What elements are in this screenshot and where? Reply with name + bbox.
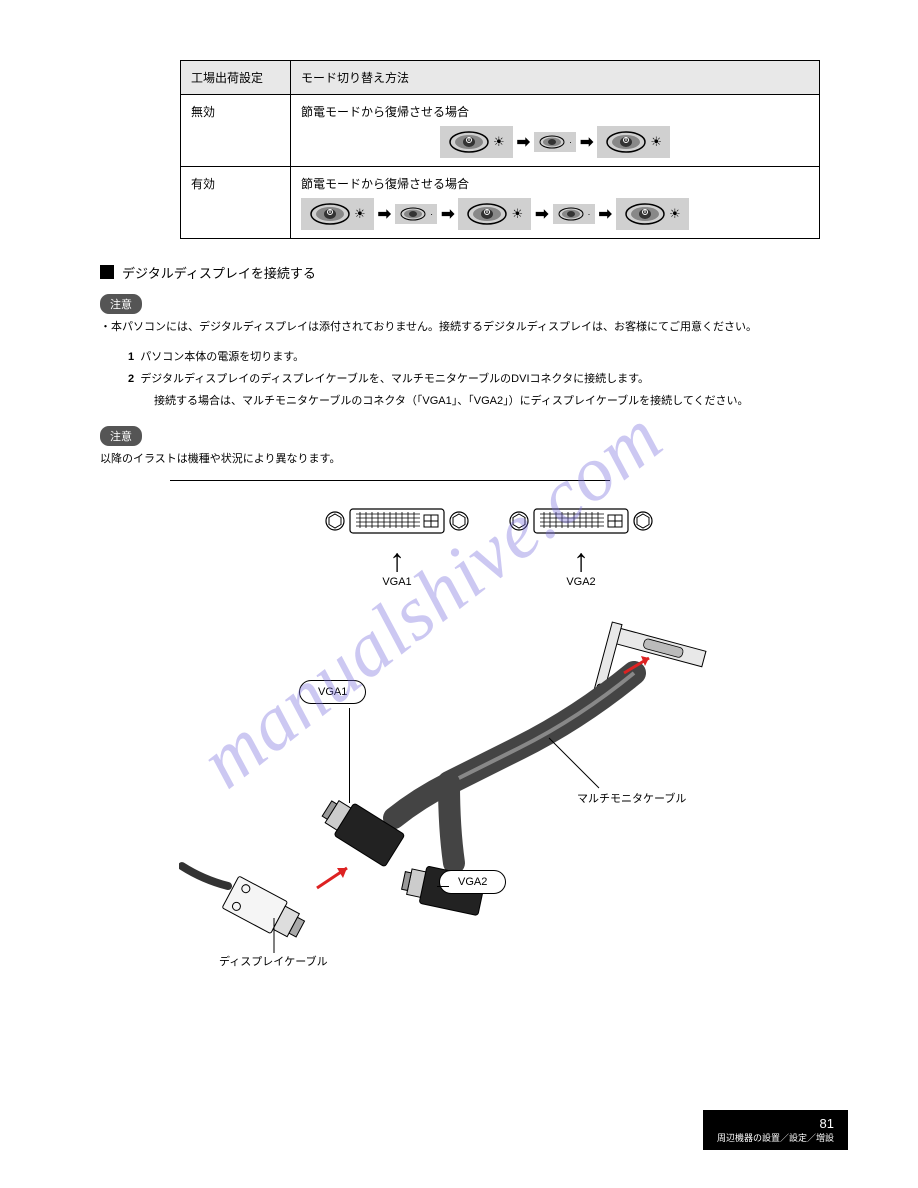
section-marker-icon — [100, 265, 114, 279]
power-button-on: ☀ — [440, 126, 513, 158]
power-eye-icon — [399, 207, 427, 221]
arrow-icon: ➡ — [441, 204, 454, 224]
flow-sequence: ☀ ➡ · ➡ ☀ — [301, 126, 809, 158]
power-eye-icon — [448, 131, 490, 153]
table-cell-flow2: 節電モードから復帰させる場合 ☀ ➡ · ➡ ☀ — [291, 167, 820, 239]
cable-diagram-svg — [179, 618, 739, 958]
arrow-icon: ➡ — [378, 204, 391, 224]
section-heading: デジタルディスプレイを接続する — [100, 263, 818, 282]
dot-icon: · — [588, 209, 591, 219]
step-2: 2 デジタルディスプレイのディスプレイケーブルを、マルチモニタケーブルのDVIコ… — [128, 370, 818, 386]
step-1: 1 パソコン本体の電源を切ります。 — [128, 348, 818, 364]
page-number: 81 — [820, 1116, 834, 1131]
step-number: 2 — [128, 373, 134, 385]
step-text: パソコン本体の電源を切ります。 — [140, 351, 304, 363]
port-label-vga1: VGA1 — [322, 576, 472, 588]
light-icon: ☀ — [511, 206, 523, 222]
power-button-dim: · — [553, 204, 595, 224]
label-display-cable: ディスプレイケーブル — [219, 953, 328, 969]
arrow-icon: ➡ — [535, 204, 548, 224]
flow-lead-text: 節電モードから復帰させる場合 — [301, 175, 809, 192]
power-button-on: ☀ — [301, 198, 374, 230]
light-icon: ☀ — [669, 206, 681, 222]
table-row: 無効 節電モードから復帰させる場合 ☀ ➡ · ➡ — [181, 95, 820, 167]
dot-icon: · — [569, 137, 572, 147]
light-icon: ☀ — [354, 206, 366, 222]
flow-sequence: ☀ ➡ · ➡ ☀ ➡ · — [301, 198, 809, 230]
port-label-vga2: VGA2 — [506, 576, 656, 588]
flow-lead-text: 節電モードから復帰させる場合 — [301, 103, 809, 120]
power-button-on: ☀ — [597, 126, 670, 158]
dvi-connector-icon — [506, 501, 656, 541]
power-eye-icon — [466, 203, 508, 225]
power-button-dim: · — [534, 132, 576, 152]
table-header-row: 工場出荷設定 モード切り替え方法 — [181, 61, 820, 95]
leader-line — [349, 708, 350, 803]
power-eye-icon — [605, 131, 647, 153]
power-button-on: ☀ — [458, 198, 531, 230]
light-icon: ☀ — [650, 134, 662, 150]
power-button-on: ☀ — [616, 198, 689, 230]
callout-vga2: VGA2 — [439, 870, 506, 894]
table-cell-mode2: 有効 — [181, 167, 291, 239]
arrow-icon: ➡ — [599, 204, 612, 224]
note-badge: 注意 — [100, 294, 142, 314]
step-sub-text: 接続する場合は、マルチモニタケーブルのコネクタ（「VGA1」、「VGA2」）にデ… — [154, 392, 818, 408]
arrow-icon: ➡ — [517, 132, 530, 152]
note-badge: 注意 — [100, 426, 142, 446]
table-header-col2: モード切り替え方法 — [291, 61, 820, 95]
power-button-dim: · — [395, 204, 437, 224]
mode-switch-table: 工場出荷設定 モード切り替え方法 無効 節電モードから復帰させる場合 ☀ ➡ · — [180, 60, 820, 239]
power-eye-icon — [309, 203, 351, 225]
step-number: 1 — [128, 351, 134, 363]
leader-line — [437, 886, 449, 887]
port-vga1: ↑ VGA1 — [322, 501, 472, 588]
step-text: デジタルディスプレイのディスプレイケーブルを、マルチモニタケーブルのDVIコネク… — [140, 373, 649, 385]
up-arrow-icon: ↑ — [322, 548, 472, 574]
table-header-col1: 工場出荷設定 — [181, 61, 291, 95]
power-eye-icon — [538, 135, 566, 149]
cable-diagram: VGA1 VGA2 ディスプレイケーブル マルチモニタケーブル — [179, 618, 739, 958]
arrow-icon: ➡ — [580, 132, 593, 152]
power-eye-icon — [624, 203, 666, 225]
up-arrow-icon: ↑ — [506, 548, 656, 574]
dvi-connector-icon — [322, 501, 472, 541]
table-cell-mode1: 無効 — [181, 95, 291, 167]
table-row: 有効 節電モードから復帰させる場合 ☀ ➡ · ➡ — [181, 167, 820, 239]
power-eye-icon — [557, 207, 585, 221]
note-text-2: 以降のイラストは機種や状況により異なります。 — [100, 450, 818, 466]
divider — [170, 480, 610, 481]
page-footer: 81 周辺機器の設置／設定／増設 — [703, 1110, 848, 1150]
table-cell-flow1: 節電モードから復帰させる場合 ☀ ➡ · ➡ ☀ — [291, 95, 820, 167]
light-icon: ☀ — [493, 134, 505, 150]
footer-caption: 周辺機器の設置／設定／増設 — [717, 1131, 834, 1144]
note-text-1: ・本パソコンには、デジタルディスプレイは添付されておりません。接続するデジタルデ… — [100, 318, 818, 334]
callout-vga1: VGA1 — [299, 680, 366, 704]
label-multimonitor-cable: マルチモニタケーブル — [577, 790, 686, 806]
dvi-ports-row: ↑ VGA1 ↑ VGA2 — [160, 501, 818, 588]
section-title: デジタルディスプレイを接続する — [122, 263, 316, 282]
port-vga2: ↑ VGA2 — [506, 501, 656, 588]
dot-icon: · — [430, 209, 433, 219]
page-content: 工場出荷設定 モード切り替え方法 無効 節電モードから復帰させる場合 ☀ ➡ · — [0, 0, 918, 958]
